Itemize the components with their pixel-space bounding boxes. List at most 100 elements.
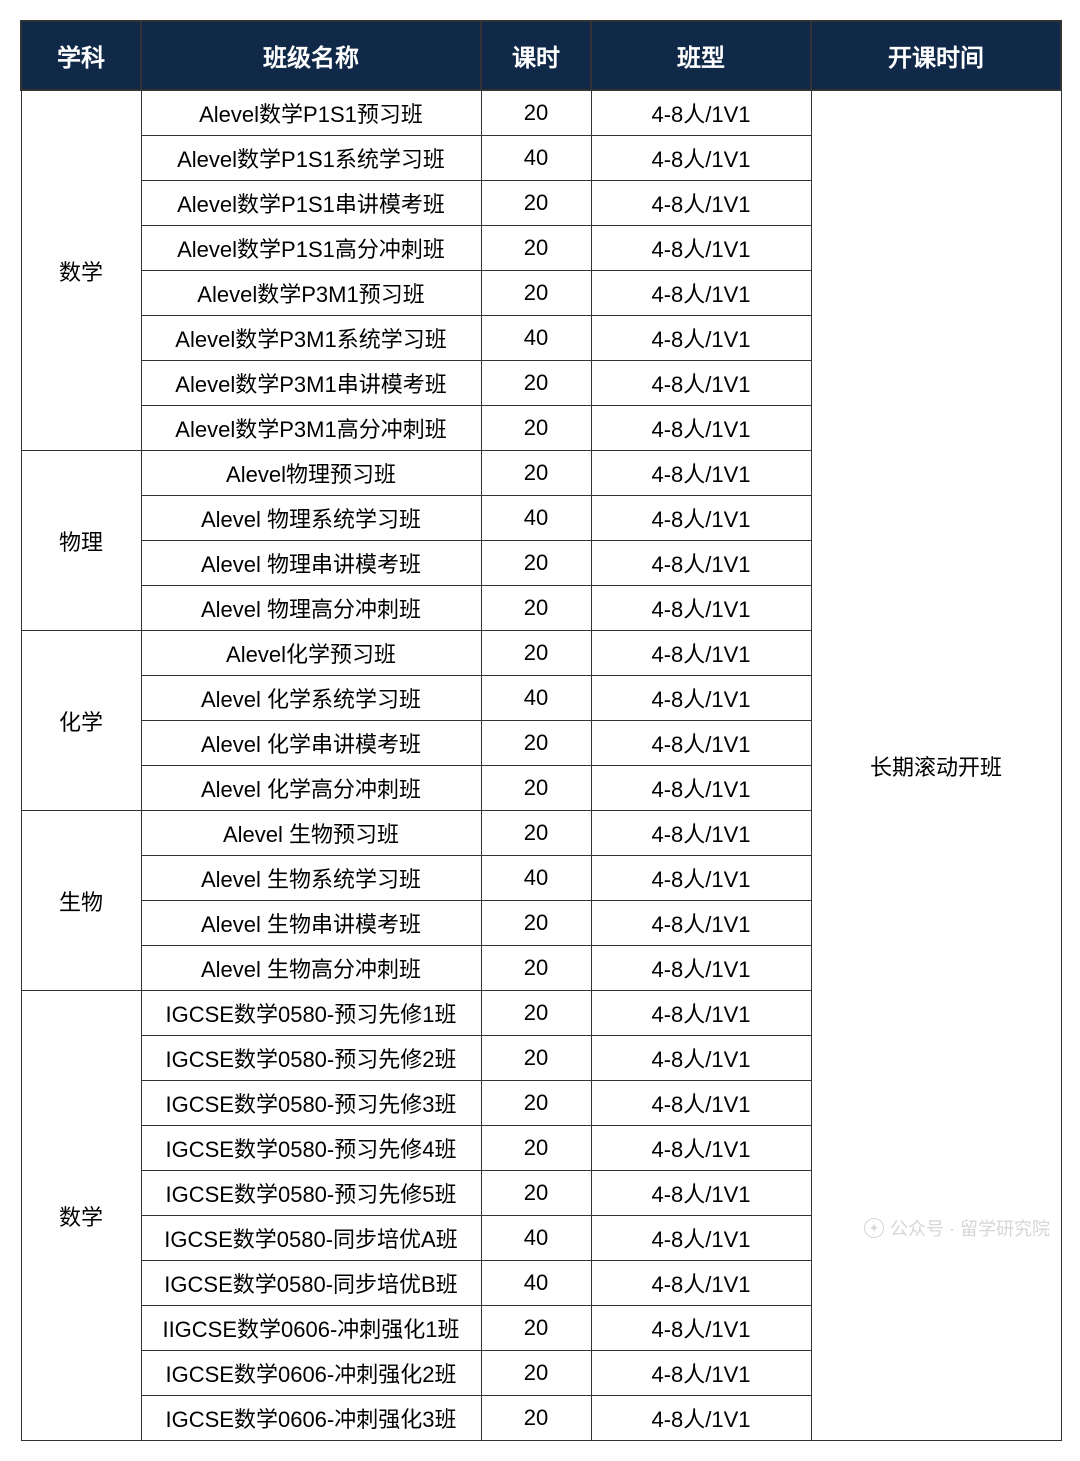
classname-cell: Alevel 物理系统学习班 [141,496,481,541]
classtype-cell: 4-8人/1V1 [591,1126,811,1171]
classtype-cell: 4-8人/1V1 [591,766,811,811]
hours-cell: 40 [481,496,591,541]
classname-cell: IGCSE数学0580-预习先修3班 [141,1081,481,1126]
classtype-cell: 4-8人/1V1 [591,90,811,136]
classtype-cell: 4-8人/1V1 [591,1081,811,1126]
classtype-cell: 4-8人/1V1 [591,1171,811,1216]
hours-cell: 20 [481,1126,591,1171]
classname-cell: Alevel数学P1S1系统学习班 [141,136,481,181]
hours-cell: 40 [481,676,591,721]
header-subject: 学科 [21,21,141,90]
classtype-cell: 4-8人/1V1 [591,136,811,181]
hours-cell: 40 [481,1216,591,1261]
hours-cell: 40 [481,136,591,181]
classname-cell: Alevel数学P1S1预习班 [141,90,481,136]
hours-cell: 20 [481,406,591,451]
header-hours: 课时 [481,21,591,90]
classtype-cell: 4-8人/1V1 [591,541,811,586]
classtype-cell: 4-8人/1V1 [591,226,811,271]
classtype-cell: 4-8人/1V1 [591,946,811,991]
hours-cell: 20 [481,541,591,586]
watermark-text: 公众号 · 留学研究院 [890,1215,1050,1241]
hours-cell: 20 [481,1081,591,1126]
classname-cell: IGCSE数学0580-预习先修1班 [141,991,481,1036]
classtype-cell: 4-8人/1V1 [591,181,811,226]
classname-cell: Alevel 物理串讲模考班 [141,541,481,586]
subject-cell: 物理 [21,451,141,631]
classname-cell: Alevel 化学系统学习班 [141,676,481,721]
classname-cell: IGCSE数学0580-预习先修4班 [141,1126,481,1171]
classtype-cell: 4-8人/1V1 [591,991,811,1036]
hours-cell: 20 [481,451,591,496]
classname-cell: Alevel数学P1S1串讲模考班 [141,181,481,226]
hours-cell: 20 [481,721,591,766]
classtype-cell: 4-8人/1V1 [591,496,811,541]
subject-cell: 生物 [21,811,141,991]
classname-cell: IGCSE数学0580-预习先修5班 [141,1171,481,1216]
classname-cell: Alevel 生物系统学习班 [141,856,481,901]
hours-cell: 20 [481,1351,591,1396]
classname-cell: Alevel数学P3M1高分冲刺班 [141,406,481,451]
hours-cell: 40 [481,316,591,361]
classname-cell: IIGCSE数学0606-冲刺强化1班 [141,1306,481,1351]
hours-cell: 20 [481,1036,591,1081]
classtype-cell: 4-8人/1V1 [591,406,811,451]
hours-cell: 20 [481,946,591,991]
table-row: 数学Alevel数学P1S1预习班204-8人/1V1长期滚动开班 [21,90,1061,136]
hours-cell: 40 [481,1261,591,1306]
classname-cell: Alevel数学P3M1串讲模考班 [141,361,481,406]
classname-cell: Alevel物理预习班 [141,451,481,496]
header-classtype: 班型 [591,21,811,90]
subject-cell: 数学 [21,90,141,451]
classname-cell: Alevel 生物高分冲刺班 [141,946,481,991]
classname-cell: IGCSE数学0580-同步培优A班 [141,1216,481,1261]
classname-cell: Alevel 生物串讲模考班 [141,901,481,946]
classtype-cell: 4-8人/1V1 [591,1216,811,1261]
classtype-cell: 4-8人/1V1 [591,1261,811,1306]
subject-cell: 化学 [21,631,141,811]
hours-cell: 20 [481,361,591,406]
classtype-cell: 4-8人/1V1 [591,901,811,946]
hours-cell: 20 [481,1396,591,1441]
classname-cell: Alevel 物理高分冲刺班 [141,586,481,631]
classtype-cell: 4-8人/1V1 [591,1036,811,1081]
hours-cell: 20 [481,991,591,1036]
watermark: ✦ 公众号 · 留学研究院 [864,1215,1050,1241]
classname-cell: Alevel数学P3M1预习班 [141,271,481,316]
hours-cell: 20 [481,766,591,811]
classtype-cell: 4-8人/1V1 [591,856,811,901]
hours-cell: 20 [481,1306,591,1351]
classtype-cell: 4-8人/1V1 [591,811,811,856]
hours-cell: 20 [481,271,591,316]
classname-cell: IGCSE数学0606-冲刺强化3班 [141,1396,481,1441]
hours-cell: 20 [481,226,591,271]
classname-cell: Alevel数学P1S1高分冲刺班 [141,226,481,271]
hours-cell: 20 [481,1171,591,1216]
classname-cell: IGCSE数学0580-预习先修2班 [141,1036,481,1081]
classtype-cell: 4-8人/1V1 [591,1306,811,1351]
classtype-cell: 4-8人/1V1 [591,451,811,496]
hours-cell: 40 [481,856,591,901]
header-classname: 班级名称 [141,21,481,90]
classtype-cell: 4-8人/1V1 [591,1351,811,1396]
subject-cell: 数学 [21,991,141,1441]
hours-cell: 20 [481,811,591,856]
classname-cell: Alevel化学预习班 [141,631,481,676]
header-opentime: 开课时间 [811,21,1061,90]
classtype-cell: 4-8人/1V1 [591,1396,811,1441]
wechat-icon: ✦ [864,1218,884,1238]
classname-cell: Alevel 生物预习班 [141,811,481,856]
classtype-cell: 4-8人/1V1 [591,586,811,631]
hours-cell: 20 [481,90,591,136]
hours-cell: 20 [481,181,591,226]
classname-cell: Alevel 化学串讲模考班 [141,721,481,766]
classname-cell: Alevel 化学高分冲刺班 [141,766,481,811]
hours-cell: 20 [481,586,591,631]
classtype-cell: 4-8人/1V1 [591,316,811,361]
classtype-cell: 4-8人/1V1 [591,676,811,721]
table-header-row: 学科 班级名称 课时 班型 开课时间 [21,21,1061,90]
classtype-cell: 4-8人/1V1 [591,721,811,766]
classname-cell: Alevel数学P3M1系统学习班 [141,316,481,361]
hours-cell: 20 [481,631,591,676]
hours-cell: 20 [481,901,591,946]
